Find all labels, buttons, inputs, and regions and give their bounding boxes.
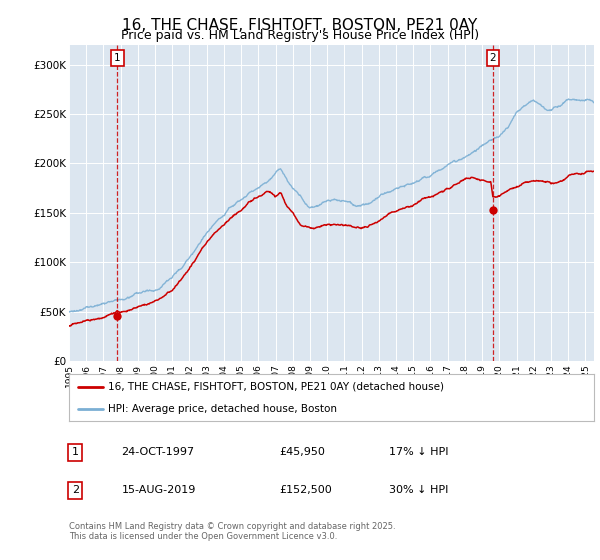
Text: 2: 2: [72, 485, 79, 495]
Text: 1: 1: [114, 53, 121, 63]
Text: £45,950: £45,950: [279, 447, 325, 458]
Text: 2: 2: [490, 53, 496, 63]
Text: 1: 1: [72, 447, 79, 458]
Text: HPI: Average price, detached house, Boston: HPI: Average price, detached house, Bost…: [109, 404, 337, 414]
Text: 16, THE CHASE, FISHTOFT, BOSTON, PE21 0AY: 16, THE CHASE, FISHTOFT, BOSTON, PE21 0A…: [122, 18, 478, 33]
Text: £152,500: £152,500: [279, 485, 332, 495]
Text: 17% ↓ HPI: 17% ↓ HPI: [389, 447, 449, 458]
Text: Contains HM Land Registry data © Crown copyright and database right 2025.
This d: Contains HM Land Registry data © Crown c…: [69, 522, 395, 542]
Text: 24-OCT-1997: 24-OCT-1997: [121, 447, 194, 458]
Text: 30% ↓ HPI: 30% ↓ HPI: [389, 485, 449, 495]
Text: 15-AUG-2019: 15-AUG-2019: [121, 485, 196, 495]
Text: Price paid vs. HM Land Registry's House Price Index (HPI): Price paid vs. HM Land Registry's House …: [121, 29, 479, 42]
Text: 16, THE CHASE, FISHTOFT, BOSTON, PE21 0AY (detached house): 16, THE CHASE, FISHTOFT, BOSTON, PE21 0A…: [109, 382, 445, 392]
